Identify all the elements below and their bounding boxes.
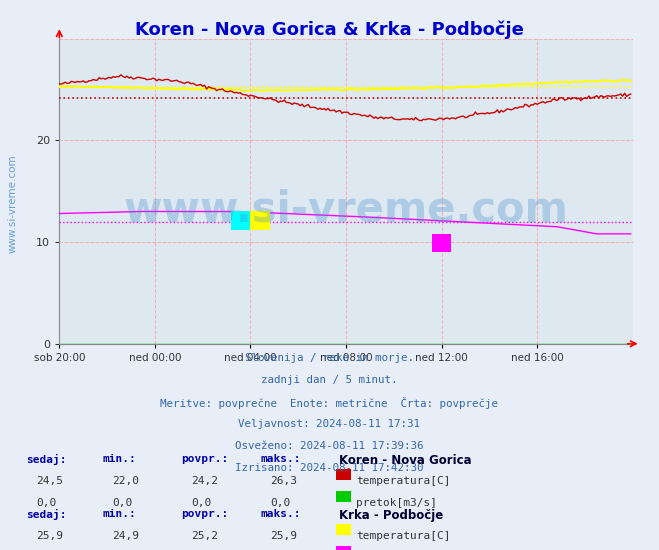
Text: www.si-vreme.com: www.si-vreme.com — [123, 188, 569, 230]
Text: maks.:: maks.: — [260, 454, 301, 464]
Text: Koren - Nova Gorica & Krka - Podbočje: Koren - Nova Gorica & Krka - Podbočje — [135, 21, 524, 40]
Text: pretok[m3/s]: pretok[m3/s] — [356, 498, 437, 508]
Text: Koren - Nova Gorica: Koren - Nova Gorica — [339, 454, 472, 467]
Text: Meritve: povprečne  Enote: metrične  Črta: povprečje: Meritve: povprečne Enote: metrične Črta:… — [161, 397, 498, 409]
Text: 0,0: 0,0 — [191, 498, 212, 508]
Text: Veljavnost: 2024-08-11 17:31: Veljavnost: 2024-08-11 17:31 — [239, 419, 420, 429]
Text: 0,0: 0,0 — [36, 498, 57, 508]
Text: 24,2: 24,2 — [191, 476, 218, 486]
Text: Osveženo: 2024-08-11 17:39:36: Osveženo: 2024-08-11 17:39:36 — [235, 441, 424, 451]
Text: Krka - Podbočje: Krka - Podbočje — [339, 509, 444, 522]
Text: temperatura[C]: temperatura[C] — [356, 531, 450, 541]
Bar — [250, 212, 270, 230]
Text: povpr.:: povpr.: — [181, 509, 229, 519]
Text: 0,0: 0,0 — [270, 498, 291, 508]
Text: povpr.:: povpr.: — [181, 454, 229, 464]
Bar — [231, 212, 250, 230]
Text: 25,9: 25,9 — [36, 531, 63, 541]
Text: min.:: min.: — [102, 509, 136, 519]
Text: Slovenija / reke in morje.: Slovenija / reke in morje. — [245, 353, 414, 363]
Text: maks.:: maks.: — [260, 509, 301, 519]
Text: 24,5: 24,5 — [36, 476, 63, 486]
Text: 22,0: 22,0 — [112, 476, 139, 486]
Text: zadnji dan / 5 minut.: zadnji dan / 5 minut. — [261, 375, 398, 385]
Text: 25,2: 25,2 — [191, 531, 218, 541]
Text: 24,9: 24,9 — [112, 531, 139, 541]
Text: sedaj:: sedaj: — [26, 509, 67, 520]
Text: min.:: min.: — [102, 454, 136, 464]
Text: sedaj:: sedaj: — [26, 454, 67, 465]
Text: 25,9: 25,9 — [270, 531, 297, 541]
Text: 0,0: 0,0 — [112, 498, 132, 508]
Bar — [432, 234, 451, 252]
Text: Izrisano: 2024-08-11 17:42:30: Izrisano: 2024-08-11 17:42:30 — [235, 463, 424, 473]
Text: 26,3: 26,3 — [270, 476, 297, 486]
Text: www.si-vreme.com: www.si-vreme.com — [8, 154, 18, 253]
Text: temperatura[C]: temperatura[C] — [356, 476, 450, 486]
